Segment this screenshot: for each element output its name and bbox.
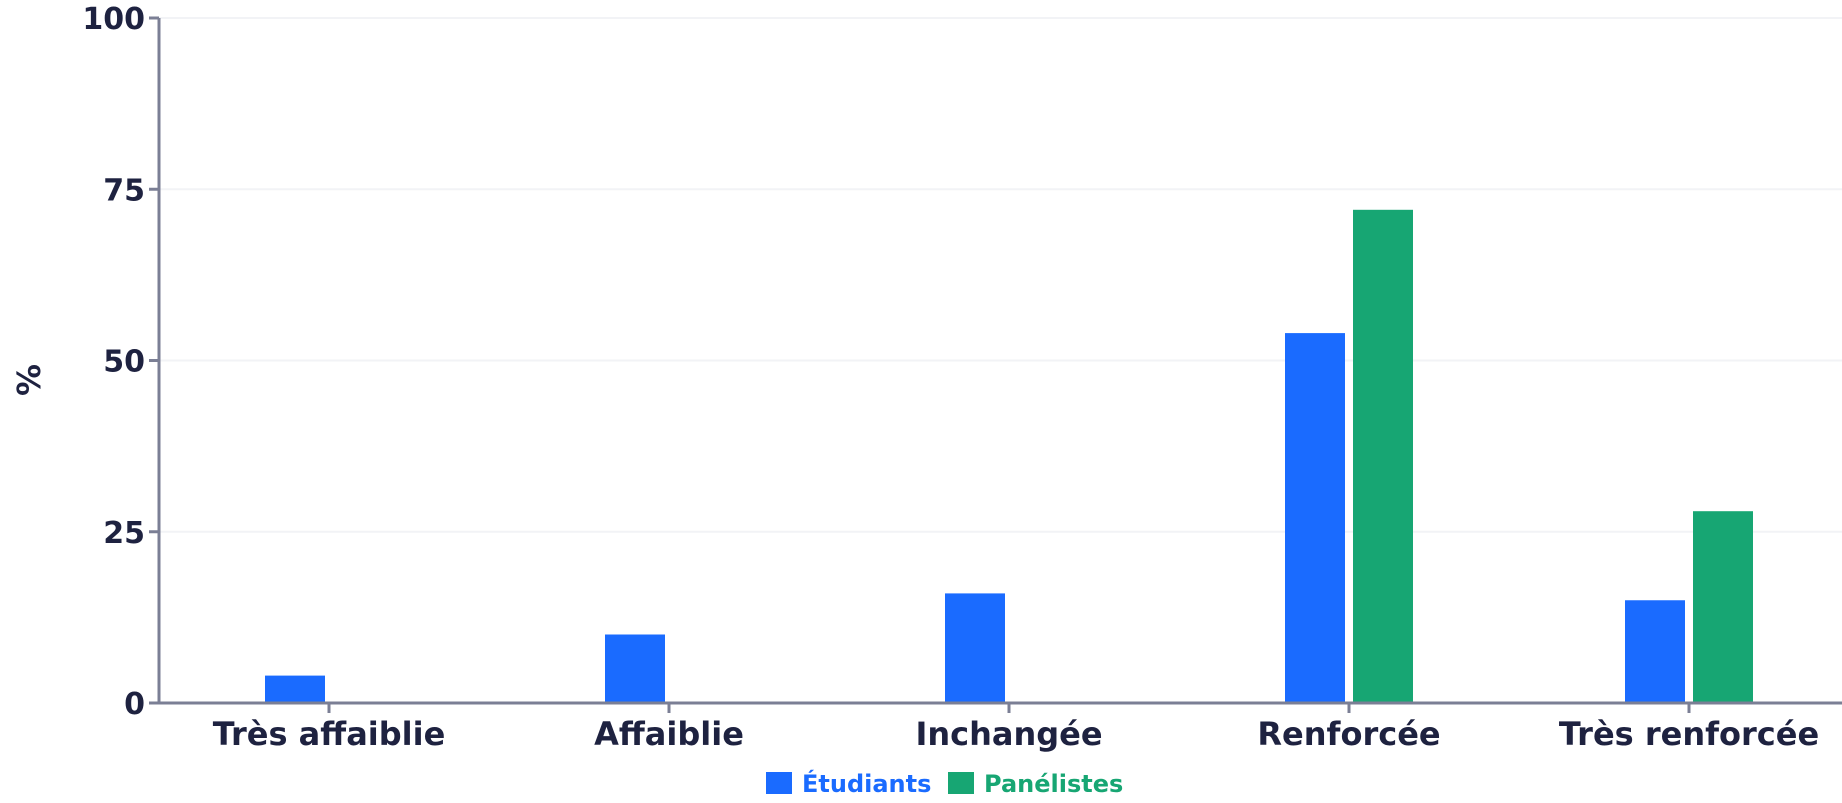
legend-label: Panélistes: [984, 770, 1123, 798]
bar-etudiants-4: [1625, 600, 1685, 702]
legend-label: Étudiants: [802, 769, 931, 798]
legend: Étudiants Panélistes: [766, 769, 1123, 798]
x-tick-label: Très renforcée: [1559, 715, 1819, 753]
legend-swatch: [948, 772, 974, 794]
y-tick-label: 0: [124, 687, 145, 722]
bars: [265, 209, 1753, 702]
bar-etudiants-1: [605, 634, 665, 702]
y-tick-label: 50: [103, 345, 145, 380]
x-tick-label: Très affaiblie: [213, 715, 446, 753]
legend-swatch: [766, 772, 792, 794]
y-axis-title: %: [10, 364, 48, 396]
grid-lines: [159, 17, 1842, 533]
x-ticks: Très affaiblie Affaiblie Inchangée Renforcé…: [213, 703, 1819, 753]
bar-etudiants-0: [265, 675, 325, 702]
y-tick-label: 100: [82, 2, 145, 37]
bar-etudiants-3: [1285, 333, 1345, 702]
x-tick-label: Renforcée: [1257, 715, 1440, 753]
bar-etudiants-2: [945, 593, 1005, 702]
bar-panelistes-4: [1693, 511, 1753, 702]
y-ticks: 0 25 50 75 100: [82, 2, 159, 722]
y-tick-label: 25: [103, 516, 145, 551]
x-tick-label: Inchangée: [915, 715, 1102, 753]
x-tick-label: Affaiblie: [594, 715, 744, 753]
bar-panelistes-3: [1353, 209, 1413, 702]
y-tick-label: 75: [103, 173, 145, 208]
